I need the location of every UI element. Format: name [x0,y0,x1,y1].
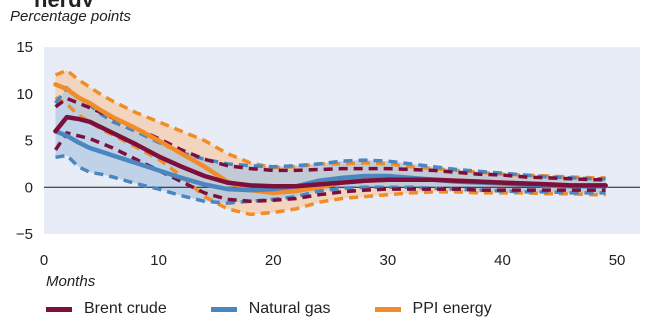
y-tick-label: 5 [25,133,33,150]
chart-title-fragment: nergy [34,0,94,7]
y-tick-label: 0 [25,179,33,196]
y-axis-units-label: Percentage points [10,8,131,25]
legend-label: Natural gas [248,300,331,317]
legend-item-ppi-energy: PPI energy [374,300,492,318]
x-tick-label: 20 [265,252,282,269]
y-tick-label: 15 [16,39,33,56]
lower-bound-brent-crude [54,131,606,204]
x-tick-label: 30 [380,252,397,269]
x-tick-label: 50 [609,252,626,269]
x-tick-label: 0 [40,252,48,269]
legend-label: Brent crude [84,300,167,317]
band-natural-gas [55,88,606,204]
x-axis-ticks: 0 10 20 30 40 50 [40,252,626,269]
legend-swatch [210,306,237,312]
x-tick-label: 40 [494,252,511,269]
series-line-brent-crude [53,114,608,189]
x-axis-label: Months [46,273,96,290]
y-axis-ticks: −5 0 5 10 15 [16,39,33,243]
chart-legend: Brent crude Natural gas PPI energy [46,296,536,322]
confidence-bands [55,70,606,215]
legend-label: PPI energy [412,300,492,317]
legend-swatch [46,306,72,312]
legend-swatch [374,306,401,312]
x-tick-label: 10 [150,252,167,269]
legend-item-natural-gas: Natural gas [210,300,331,318]
y-tick-label: 10 [16,86,33,103]
upper-bound-natural-gas [54,85,606,181]
legend-item-brent-crude: Brent crude [46,300,167,318]
y-tick-label: −5 [16,226,33,243]
series-lines [53,68,608,217]
